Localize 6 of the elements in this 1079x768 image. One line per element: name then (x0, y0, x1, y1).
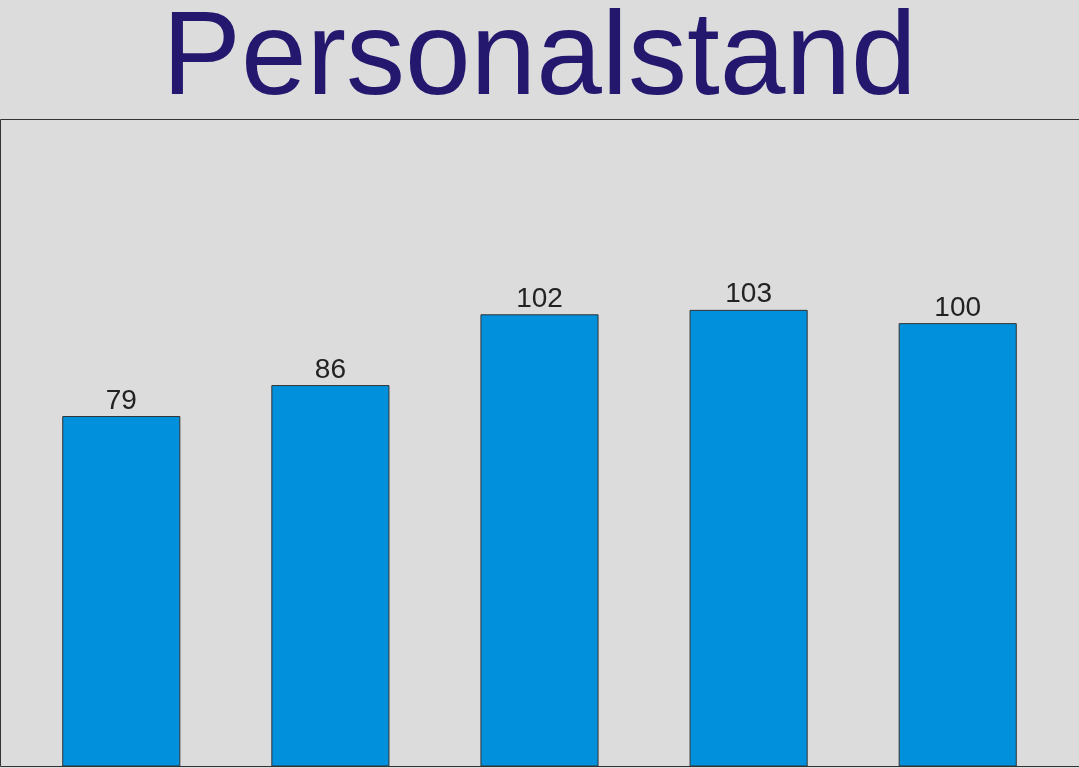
data-label: 79 (105, 383, 137, 415)
chart-title: Personalstand (162, 0, 917, 119)
data-label: 102 (516, 281, 563, 313)
data-label: 86 (314, 352, 346, 384)
data-label: 100 (934, 290, 982, 322)
data-label: 103 (725, 277, 772, 309)
